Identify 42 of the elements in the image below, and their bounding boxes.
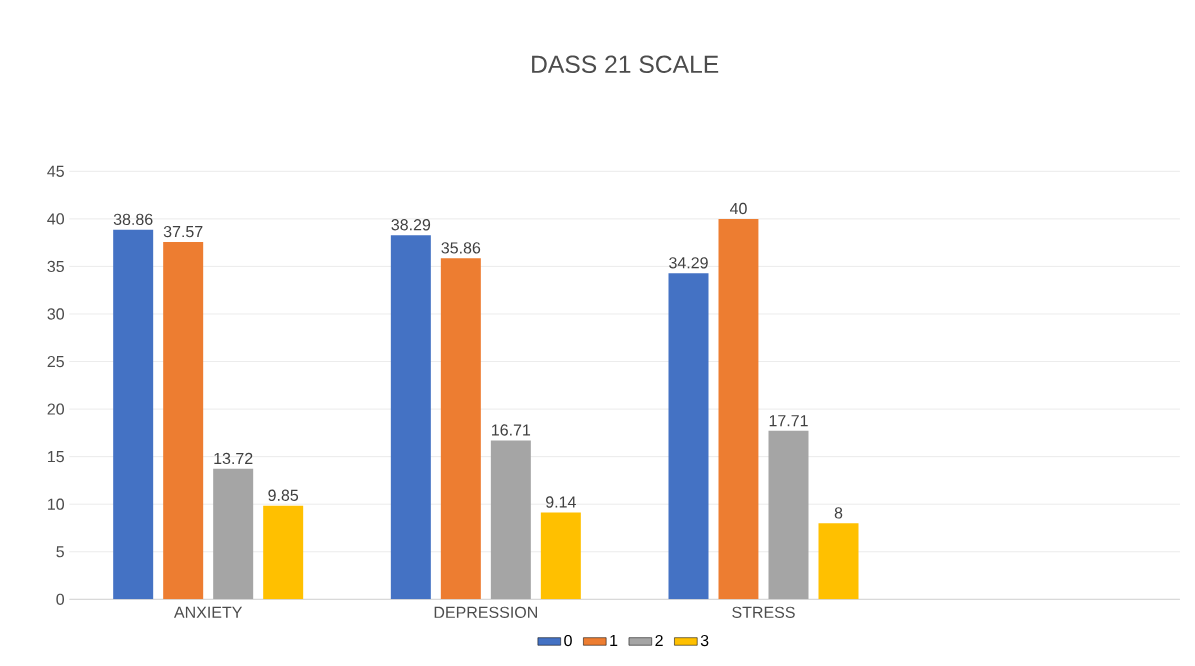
data-label: 34.29: [669, 257, 708, 269]
x-tick-label: ANXIETY: [173, 606, 243, 618]
bar: [818, 523, 859, 600]
data-label: 9.14: [546, 496, 576, 508]
legend-label: 2: [655, 634, 663, 647]
data-label: 16.71: [492, 424, 531, 436]
chart-title: DASS 21 SCALE: [532, 55, 719, 74]
bar: [163, 241, 204, 600]
bar: [113, 229, 154, 600]
y-tick-label: 40: [47, 213, 65, 225]
legend-label: 3: [700, 634, 709, 647]
bar: [718, 218, 759, 600]
x-tick-label: STRESS: [732, 606, 795, 619]
legend-label: 0: [564, 634, 572, 647]
data-label: 9.85: [268, 489, 299, 501]
data-label: 35.86: [441, 242, 481, 254]
bar: [668, 273, 709, 600]
bar: [440, 258, 481, 600]
data-label: 17.71: [769, 415, 808, 427]
legend-label: 1: [610, 634, 618, 646]
y-tick-label: 30: [47, 308, 65, 320]
y-tick-label: 0: [56, 593, 65, 605]
y-tick-label: 5: [56, 546, 64, 558]
data-label: 37.57: [163, 225, 203, 238]
bar: [540, 512, 581, 600]
y-tick-label: 10: [48, 498, 65, 510]
bar: [490, 440, 531, 600]
y-tick-label: 35: [47, 260, 64, 273]
y-tick-label: 20: [47, 403, 65, 415]
data-label: 40: [729, 202, 747, 215]
x-tick-label: DEPRESSION: [434, 606, 537, 619]
bar: [768, 430, 809, 600]
data-label: 38.86: [113, 213, 153, 225]
data-label: 8: [834, 507, 843, 519]
y-tick-label: 25: [47, 355, 64, 368]
bar: [213, 468, 254, 600]
data-label: 13.72: [214, 452, 253, 465]
y-tick-label: 45: [47, 165, 64, 177]
data-label: 38.29: [391, 219, 431, 231]
bar: [390, 235, 431, 600]
bar: [263, 505, 304, 600]
y-tick-label: 15: [48, 451, 64, 463]
